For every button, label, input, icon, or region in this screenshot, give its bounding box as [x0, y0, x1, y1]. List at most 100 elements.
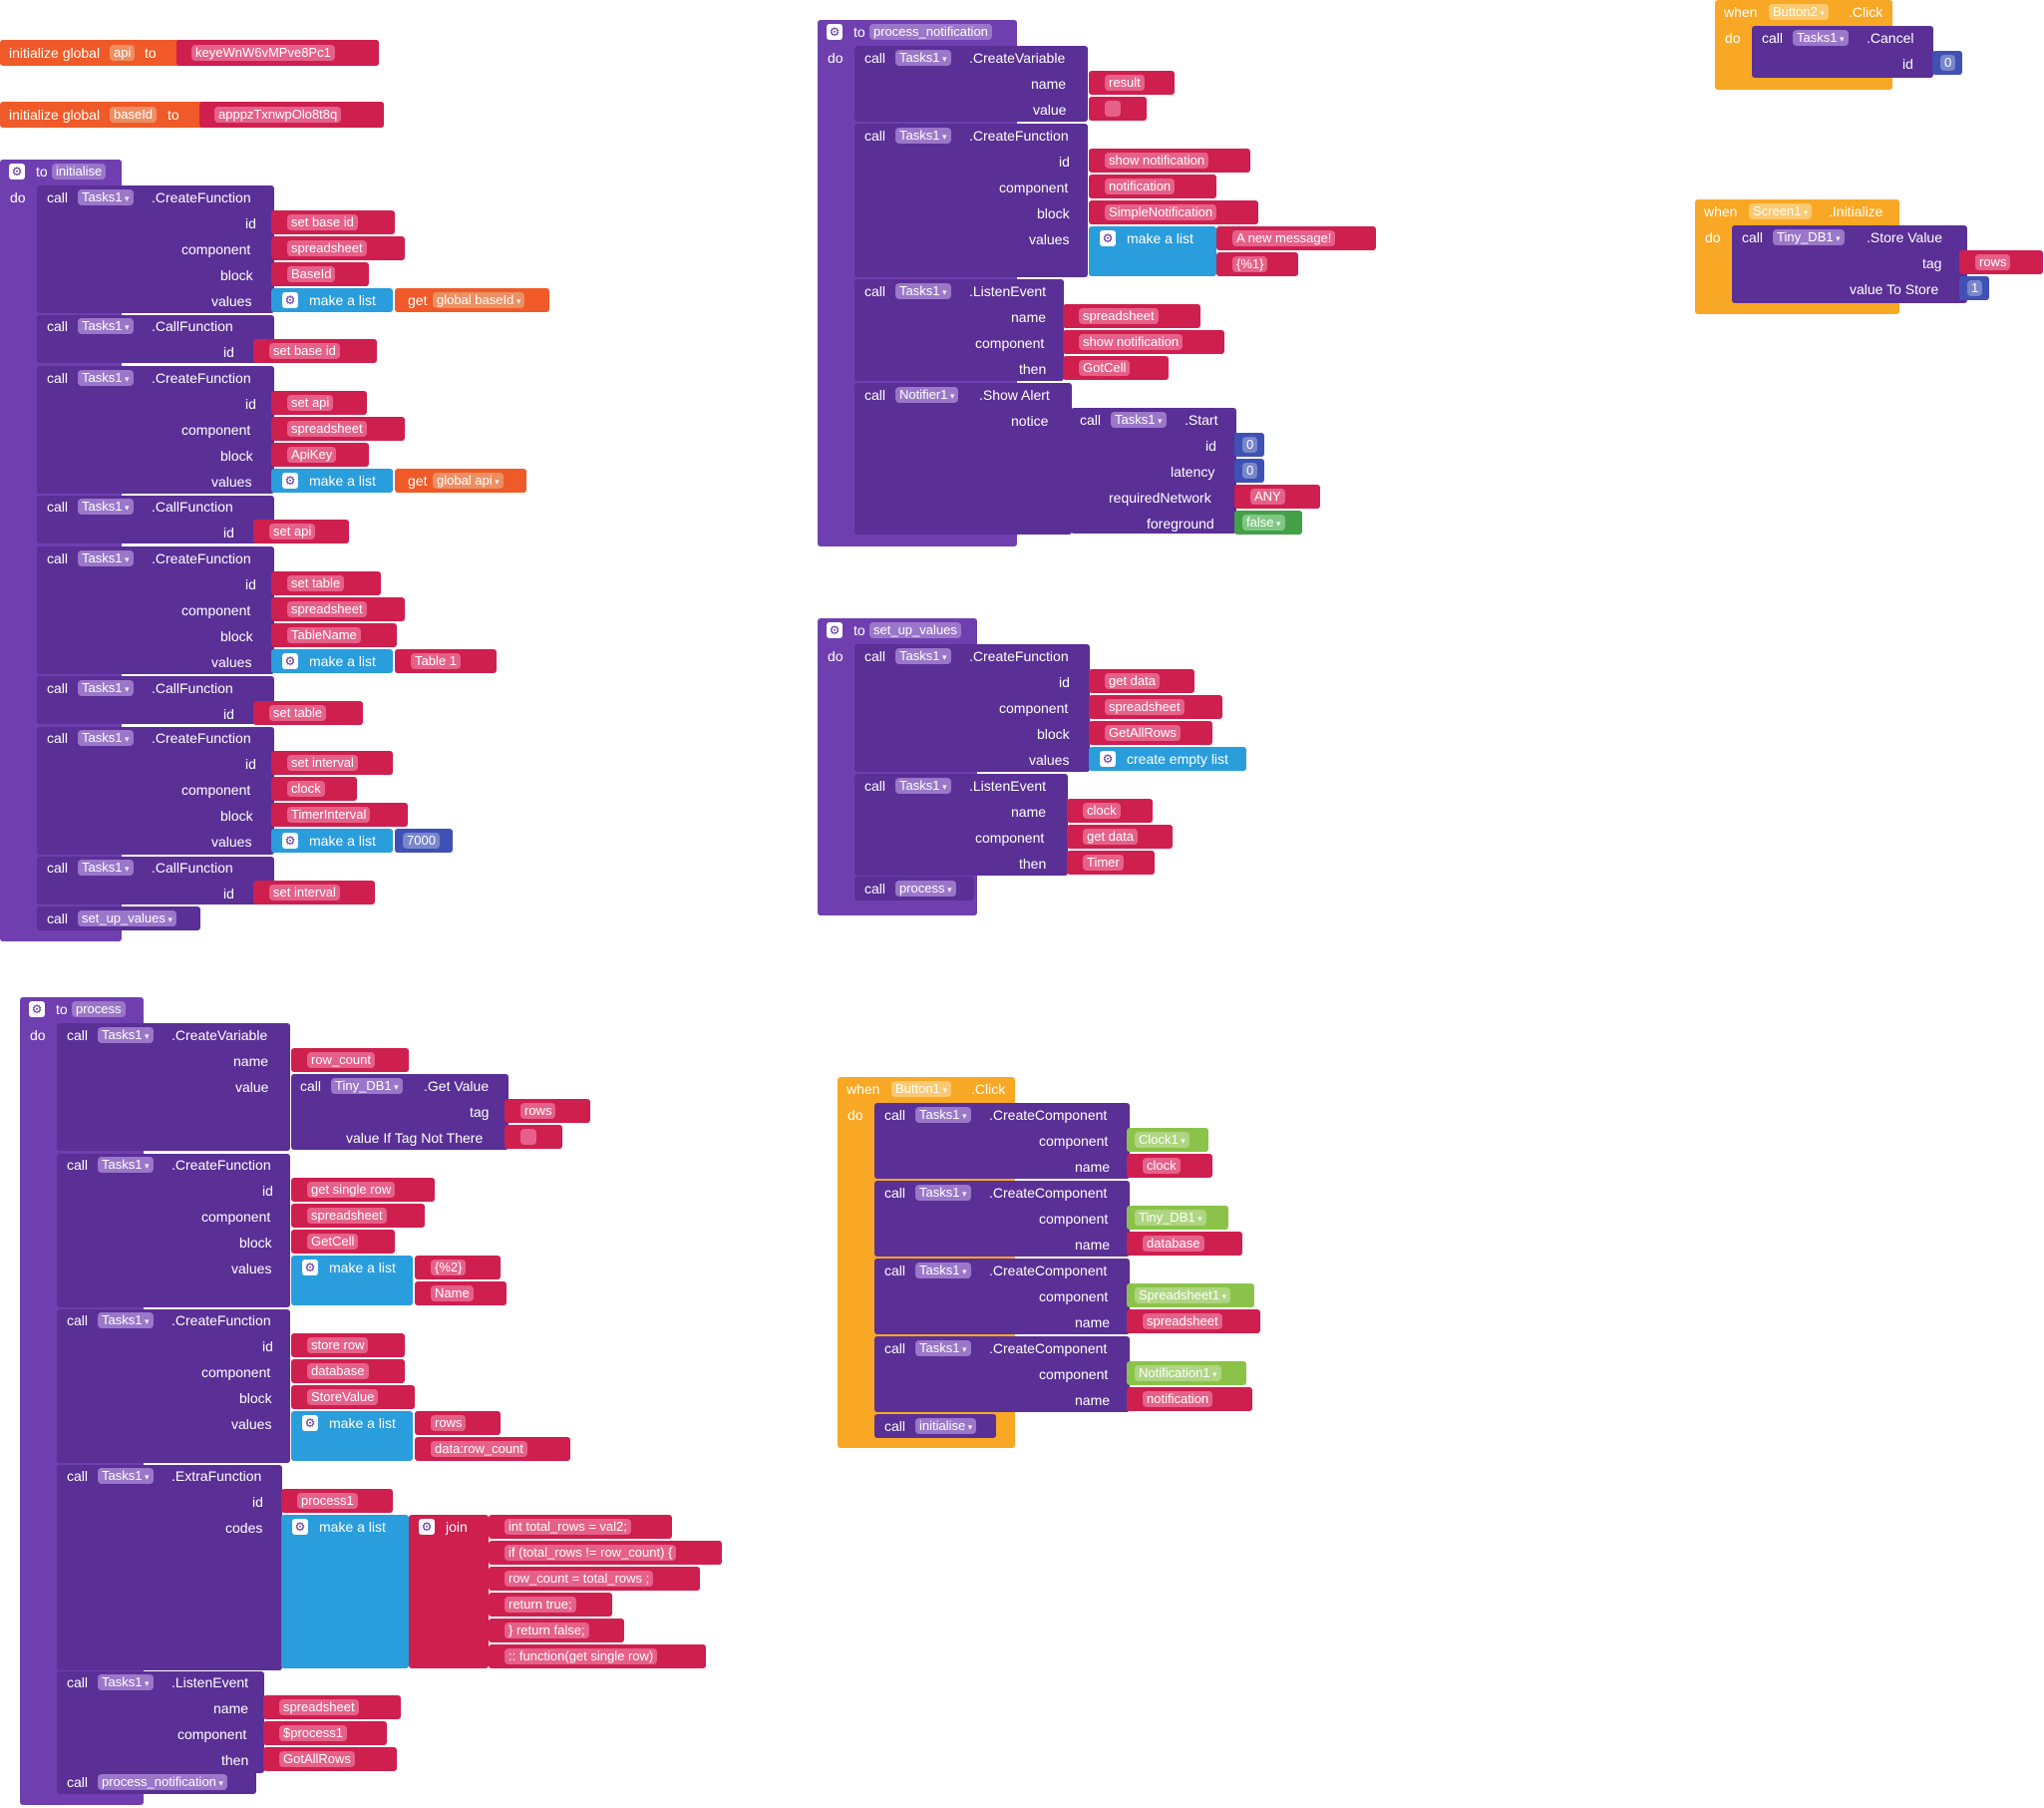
procedure-name-field[interactable]: process — [72, 1001, 126, 1017]
component-dropdown[interactable]: Tasks1 — [895, 50, 951, 66]
procedure-name-field[interactable]: set_up_values — [869, 622, 961, 638]
component-dropdown[interactable]: Tasks1 — [915, 1340, 971, 1356]
component-dropdown[interactable]: Tasks1 — [895, 128, 951, 144]
gear-icon[interactable]: ⚙ — [282, 653, 298, 669]
component-dropdown[interactable]: Tasks1 — [78, 318, 134, 334]
component-dropdown[interactable]: Tasks1 — [78, 370, 134, 386]
variable-name-field[interactable]: baseId — [110, 107, 158, 123]
component-dropdown[interactable]: Tasks1 — [915, 1185, 971, 1201]
component-dropdown[interactable]: Tasks1 — [895, 648, 951, 664]
text-field[interactable]: StoreValue — [307, 1389, 379, 1405]
text-field[interactable]: get single row — [307, 1182, 396, 1198]
text-field[interactable]: set interval — [269, 885, 340, 901]
variable-dropdown[interactable]: global api — [433, 473, 504, 489]
component-dropdown[interactable]: Tasks1 — [78, 860, 134, 876]
component-dropdown[interactable]: Notifier1 — [895, 387, 959, 403]
text-field[interactable]: Timer — [1083, 855, 1124, 871]
component-dropdown[interactable]: Tasks1 — [78, 680, 134, 696]
call-block[interactable] — [57, 1671, 264, 1773]
gear-icon[interactable]: ⚙ — [1100, 751, 1116, 767]
gear-icon[interactable]: ⚙ — [419, 1519, 435, 1535]
text-field[interactable]: GotAllRows — [279, 1751, 355, 1767]
text-field[interactable]: int total_rows = val2; — [505, 1519, 631, 1535]
component-dropdown[interactable]: Tasks1 — [915, 1263, 971, 1278]
text-field[interactable]: rows — [1975, 254, 2011, 270]
procedure-dropdown[interactable]: process_notification — [98, 1774, 227, 1790]
variable-dropdown[interactable]: global baseId — [433, 292, 525, 308]
text-field[interactable]: $process1 — [279, 1725, 347, 1741]
text-field[interactable]: store row — [307, 1337, 369, 1353]
call-block[interactable] — [854, 46, 1088, 122]
text-field[interactable]: apppzTxnwpOlo8t8q — [214, 107, 342, 123]
component-dropdown[interactable]: Spreadsheet1 — [1135, 1287, 1230, 1303]
call-block[interactable] — [854, 124, 1088, 277]
text-field[interactable]: get data — [1083, 829, 1138, 845]
gear-icon[interactable]: ⚙ — [282, 292, 298, 308]
text-field[interactable]: keyeWnW6vMPve8Pc1 — [191, 45, 335, 61]
component-dropdown[interactable]: Button2 — [1769, 4, 1829, 20]
call-block[interactable] — [37, 857, 274, 904]
call-block[interactable] — [1732, 225, 1967, 303]
gear-icon[interactable]: ⚙ — [9, 164, 25, 180]
text-field[interactable]: } return false; — [505, 1623, 589, 1638]
component-dropdown[interactable]: Tasks1 — [895, 283, 951, 299]
text-field[interactable]: BaseId — [287, 266, 336, 282]
text-field[interactable]: spreadsheet — [287, 421, 367, 437]
gear-icon[interactable]: ⚙ — [827, 622, 843, 638]
text-field[interactable]: spreadsheet — [287, 601, 367, 617]
procedure-name-field[interactable]: initialise — [52, 164, 107, 180]
text-field[interactable]: spreadsheet — [1105, 699, 1185, 715]
text-field[interactable]: result — [1105, 75, 1145, 91]
text-field[interactable]: GetCell — [307, 1234, 359, 1250]
number-field[interactable]: 0 — [1242, 437, 1258, 453]
call-block[interactable] — [1071, 408, 1236, 534]
gear-icon[interactable]: ⚙ — [302, 1260, 318, 1275]
text-field[interactable]: row_count = total_rows ; — [505, 1571, 654, 1587]
call-block[interactable] — [854, 774, 1068, 876]
gear-icon[interactable]: ⚙ — [827, 24, 843, 40]
text-field[interactable]: get data — [1105, 673, 1160, 689]
boolean-dropdown[interactable]: false — [1242, 515, 1285, 531]
component-dropdown[interactable]: Tasks1 — [98, 1027, 154, 1043]
component-dropdown[interactable]: Tasks1 — [78, 550, 134, 566]
call-block[interactable] — [37, 366, 274, 494]
call-block[interactable] — [37, 185, 274, 313]
call-block[interactable] — [57, 1023, 290, 1151]
text-field[interactable]: clock — [1083, 803, 1121, 819]
component-dropdown[interactable]: Tasks1 — [915, 1107, 971, 1123]
text-field[interactable]: database — [307, 1363, 369, 1379]
text-field[interactable]: ApiKey — [287, 447, 337, 463]
variable-name-field[interactable]: api — [110, 45, 136, 61]
make-a-list-block[interactable] — [281, 1515, 409, 1668]
gear-icon[interactable]: ⚙ — [1100, 230, 1116, 246]
component-dropdown[interactable]: Tasks1 — [98, 1157, 154, 1173]
component-dropdown[interactable]: Tasks1 — [1793, 30, 1849, 46]
gear-icon[interactable]: ⚙ — [282, 833, 298, 849]
text-field[interactable]: set api — [269, 524, 316, 540]
text-field[interactable]: clock — [287, 781, 325, 797]
text-field[interactable]: Name — [431, 1285, 474, 1301]
text-field[interactable]: rows — [431, 1415, 467, 1431]
gear-icon[interactable]: ⚙ — [29, 1001, 45, 1017]
call-block[interactable] — [37, 546, 274, 674]
gear-icon[interactable]: ⚙ — [282, 473, 298, 489]
component-dropdown[interactable]: Tiny_DB1 — [1773, 229, 1845, 245]
component-dropdown[interactable]: Tiny_DB1 — [331, 1078, 403, 1094]
component-dropdown[interactable]: Tiny_DB1 — [1135, 1210, 1206, 1226]
text-field[interactable] — [520, 1129, 536, 1145]
call-block[interactable] — [57, 1465, 282, 1670]
call-block[interactable] — [854, 644, 1090, 772]
text-field[interactable]: notification — [1105, 179, 1176, 194]
component-dropdown[interactable]: Tasks1 — [895, 778, 951, 794]
text-field[interactable]: return true; — [505, 1597, 576, 1613]
text-field[interactable]: database — [1143, 1236, 1204, 1252]
procedure-dropdown[interactable]: set_up_values — [78, 910, 176, 926]
text-field[interactable]: show notification — [1079, 334, 1184, 350]
call-block[interactable] — [57, 1154, 290, 1307]
gear-icon[interactable]: ⚙ — [292, 1519, 308, 1535]
call-block[interactable] — [854, 383, 1072, 535]
text-field[interactable]: GetAllRows — [1105, 725, 1181, 741]
component-dropdown[interactable]: Notification1 — [1135, 1365, 1221, 1381]
component-dropdown[interactable]: Tasks1 — [98, 1312, 154, 1328]
